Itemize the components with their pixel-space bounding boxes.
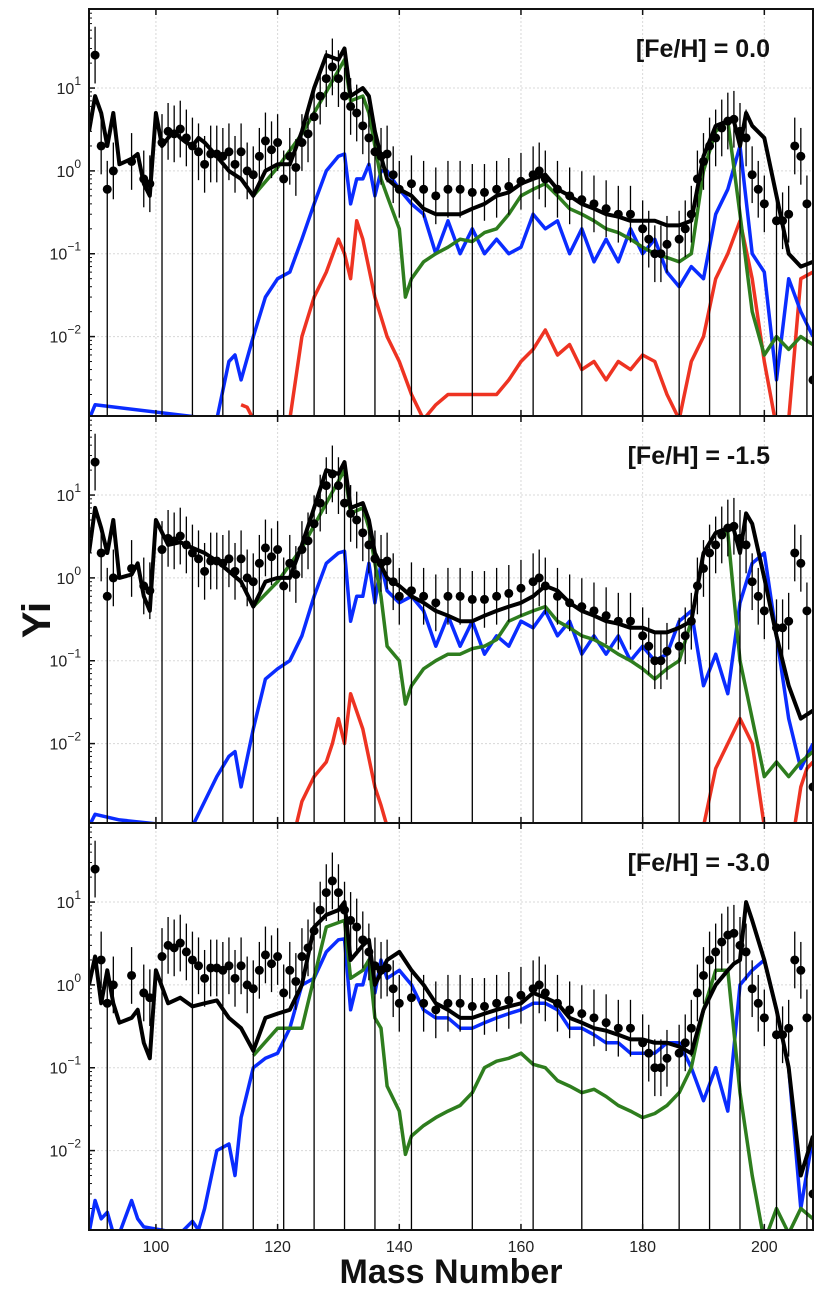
red-series-line xyxy=(294,691,813,823)
panels-container: 10−2 10−1 100 101 [Fe/H] = 0.0 10−2 10−1 100 101… xyxy=(50,8,814,1256)
total-series-line xyxy=(89,46,813,269)
y-tick-label: 10−2 xyxy=(50,730,82,754)
x-tick-label: 100 xyxy=(143,1239,170,1256)
y-tick-label: 101 xyxy=(57,481,82,505)
total-series-line xyxy=(89,460,813,721)
x-tick-label: 120 xyxy=(264,1239,291,1256)
observed-data-points xyxy=(90,840,813,1230)
y-tick-label: 100 xyxy=(57,564,82,588)
y-tick-label: 10−2 xyxy=(50,1137,82,1161)
x-tick-label: 160 xyxy=(508,1239,535,1256)
y-axis-title: Yi xyxy=(15,602,59,638)
y-tick-label: 100 xyxy=(57,971,82,995)
y-tick-label: 10−2 xyxy=(50,323,82,347)
y-tick-label: 10−1 xyxy=(50,1054,82,1078)
metallicity-label: [Fe/H] = -1.5 xyxy=(628,442,770,470)
y-tick-label: 10−1 xyxy=(50,240,82,264)
x-axis-title: Mass Number xyxy=(340,1253,563,1291)
x-tick-label: 180 xyxy=(629,1239,656,1256)
blue-series-line xyxy=(89,937,813,1230)
blue-series-line xyxy=(89,549,813,823)
y-tick-label: 100 xyxy=(57,157,82,181)
y-tick-label: 101 xyxy=(57,74,82,98)
x-tick-label: 200 xyxy=(751,1239,778,1256)
total-series-line xyxy=(89,900,813,1178)
x-tick-label: 140 xyxy=(386,1239,413,1256)
panel-3: 10−2 10−1 100 101 [Fe/H] = -3.0 100 120 140 160 1… xyxy=(50,822,814,1256)
observed-data-points xyxy=(90,26,813,416)
plot-frame xyxy=(88,822,814,1231)
panel-2: 10−2 10−1 100 101 [Fe/H] = -1.5 xyxy=(50,415,814,824)
observed-data-points xyxy=(90,433,813,823)
red-series-line xyxy=(240,219,813,416)
y-tick-label: 101 xyxy=(57,888,82,912)
y-tick-label: 10−1 xyxy=(50,647,82,671)
metallicity-label: [Fe/H] = 0.0 xyxy=(636,35,770,63)
metallicity-label: [Fe/H] = -3.0 xyxy=(628,849,770,877)
panel-1: 10−2 10−1 100 101 [Fe/H] = 0.0 xyxy=(50,8,814,417)
